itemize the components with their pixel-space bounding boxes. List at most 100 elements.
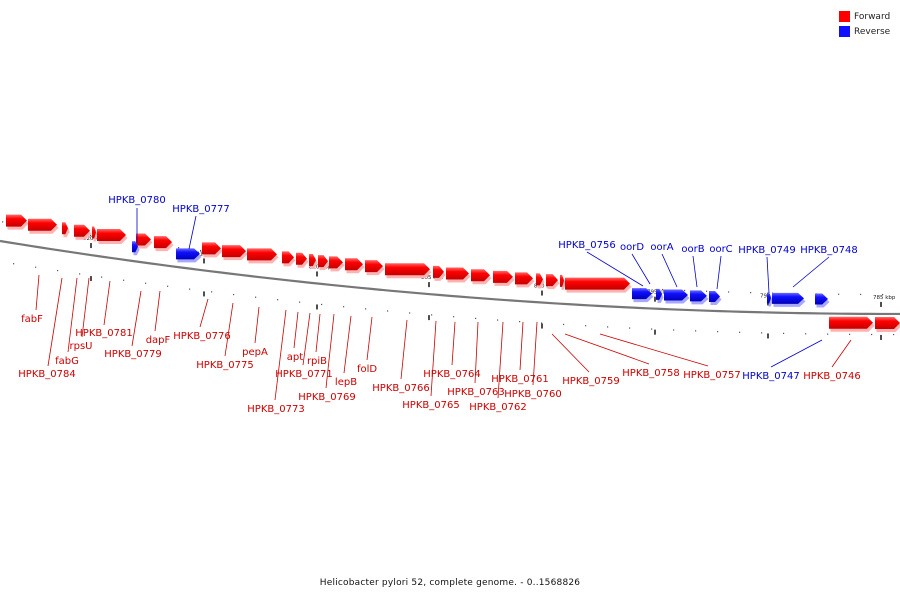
gene-label[interactable]: HPKB_0771 [275, 369, 332, 380]
gene-label[interactable]: pepA [242, 347, 268, 358]
gene-label[interactable]: fabG [55, 356, 79, 367]
forward-gene-arrow[interactable] [6, 214, 27, 227]
gene-label[interactable]: folD [357, 364, 377, 375]
forward-gene-arrow[interactable] [154, 236, 172, 249]
forward-gene-arrow[interactable] [247, 248, 277, 261]
forward-gene-arrow[interactable] [565, 277, 630, 290]
forward-gene-arrow[interactable] [345, 258, 363, 271]
gene-label[interactable]: HPKB_0780 [108, 195, 165, 206]
tick-mark-outer [541, 290, 543, 296]
label-leader-line [366, 316, 373, 361]
gene-label[interactable]: HPKB_0758 [622, 368, 679, 379]
gene-label[interactable]: fabF [21, 314, 43, 325]
forward-gene-arrow[interactable] [546, 274, 558, 287]
forward-gene-arrow[interactable] [309, 253, 316, 266]
gene-label[interactable]: HPKB_0762 [469, 402, 526, 413]
ring-dot [827, 333, 829, 335]
forward-gene-arrow[interactable] [446, 267, 469, 280]
gene-label[interactable]: HPKB_0763 [447, 387, 504, 398]
gene-label[interactable]: HPKB_0779 [104, 349, 161, 360]
gene-label[interactable]: HPKB_0756 [558, 240, 615, 251]
label-leader-line [474, 321, 479, 384]
gene-label[interactable]: HPKB_0775 [196, 360, 253, 371]
gene-label[interactable]: HPKB_0781 [75, 328, 132, 339]
reverse-gene-arrow[interactable] [132, 241, 138, 253]
ring-dot [629, 327, 631, 329]
gene-label[interactable]: HPKB_0784 [18, 369, 75, 380]
gene-label[interactable]: rpsU [70, 341, 93, 352]
gene-label[interactable]: HPKB_0769 [298, 392, 355, 403]
label-leader-line [131, 290, 142, 347]
label-leader-line [692, 255, 698, 288]
gene-label[interactable]: HPKB_0746 [803, 371, 860, 382]
ring-dot [607, 326, 609, 328]
ring-dot [123, 279, 125, 281]
reverse-gene-arrow[interactable] [815, 293, 828, 305]
forward-gene-arrow[interactable] [136, 233, 151, 246]
forward-gene-arrow[interactable] [875, 316, 900, 329]
reverse-gene-arrow[interactable] [176, 248, 200, 260]
ring-dot [497, 319, 499, 321]
gene-label[interactable]: oorA [650, 242, 673, 253]
label-leader-line [188, 215, 197, 250]
label-leader-line [224, 302, 234, 357]
gene-label[interactable]: HPKB_0757 [683, 370, 740, 381]
reverse-gene-arrow[interactable] [709, 290, 720, 302]
forward-gene-arrow[interactable] [329, 256, 343, 269]
forward-gene-arrow[interactable] [471, 269, 490, 282]
forward-gene-arrow[interactable] [62, 222, 68, 235]
gene-label[interactable]: oorC [709, 244, 732, 255]
reverse-gene-arrow[interactable] [632, 288, 652, 300]
label-leader-line [81, 277, 90, 338]
forward-gene-arrow[interactable] [202, 242, 221, 255]
gene-label[interactable]: apt [287, 352, 303, 363]
label-leader-line [254, 306, 260, 344]
label-leader-line [325, 313, 335, 389]
forward-gene-arrow[interactable] [28, 218, 57, 231]
forward-gene-arrow[interactable] [433, 265, 444, 278]
gene-label[interactable]: HPKB_0759 [562, 376, 619, 387]
forward-gene-arrow[interactable] [97, 229, 126, 242]
forward-gene-arrow[interactable] [365, 260, 383, 273]
reverse-gene-arrow[interactable] [767, 292, 771, 304]
tick-mark-inner [316, 304, 318, 310]
gene-label[interactable]: HPKB_0761 [491, 374, 548, 385]
gene-label[interactable]: HPKB_0748 [800, 245, 857, 256]
gene-label[interactable]: HPKB_0760 [504, 389, 561, 400]
forward-gene-arrow[interactable] [560, 274, 564, 287]
forward-gene-arrow[interactable] [515, 272, 533, 285]
gene-label[interactable]: oorD [620, 242, 644, 253]
gene-label[interactable]: rpiB [307, 356, 327, 367]
reverse-gene-arrow[interactable] [664, 289, 688, 301]
reverse-gene-arrow[interactable] [772, 292, 804, 304]
reverse-gene-arrow[interactable] [656, 288, 662, 300]
gene-label[interactable]: dapF [146, 335, 171, 346]
label-leader-line [532, 321, 538, 386]
gene-label[interactable]: HPKB_0766 [372, 383, 429, 394]
forward-gene-arrow[interactable] [493, 270, 513, 283]
gene-label[interactable]: HPKB_0747 [742, 371, 799, 382]
gene-label[interactable]: HPKB_0777 [172, 204, 229, 215]
forward-gene-arrow[interactable] [222, 245, 246, 258]
forward-gene-arrow[interactable] [385, 263, 430, 276]
gene-label[interactable]: HPKB_0764 [423, 369, 480, 380]
forward-gene-arrow[interactable] [282, 251, 294, 264]
forward-gene-arrow[interactable] [92, 226, 96, 239]
gene-label[interactable]: HPKB_0765 [402, 400, 459, 411]
gene-label[interactable]: HPKB_0773 [247, 404, 304, 415]
ring-dot [90, 234, 92, 237]
forward-gene-arrow[interactable] [296, 252, 307, 265]
label-leader-line [293, 311, 299, 349]
tick-mark-inner [880, 334, 882, 340]
forward-gene-arrow[interactable] [536, 273, 543, 286]
gene-label[interactable]: HPKB_0749 [738, 245, 795, 256]
forward-gene-arrow[interactable] [318, 255, 328, 268]
forward-gene-arrow[interactable] [829, 316, 873, 329]
gene-label[interactable]: lepB [335, 377, 357, 388]
gene-label[interactable]: oorB [681, 244, 704, 255]
gene-label[interactable]: HPKB_0776 [173, 331, 230, 342]
ring-dot [167, 285, 169, 287]
reverse-gene-arrow[interactable] [690, 290, 707, 302]
forward-gene-arrow[interactable] [74, 224, 90, 237]
tick-mark-inner [90, 276, 92, 282]
